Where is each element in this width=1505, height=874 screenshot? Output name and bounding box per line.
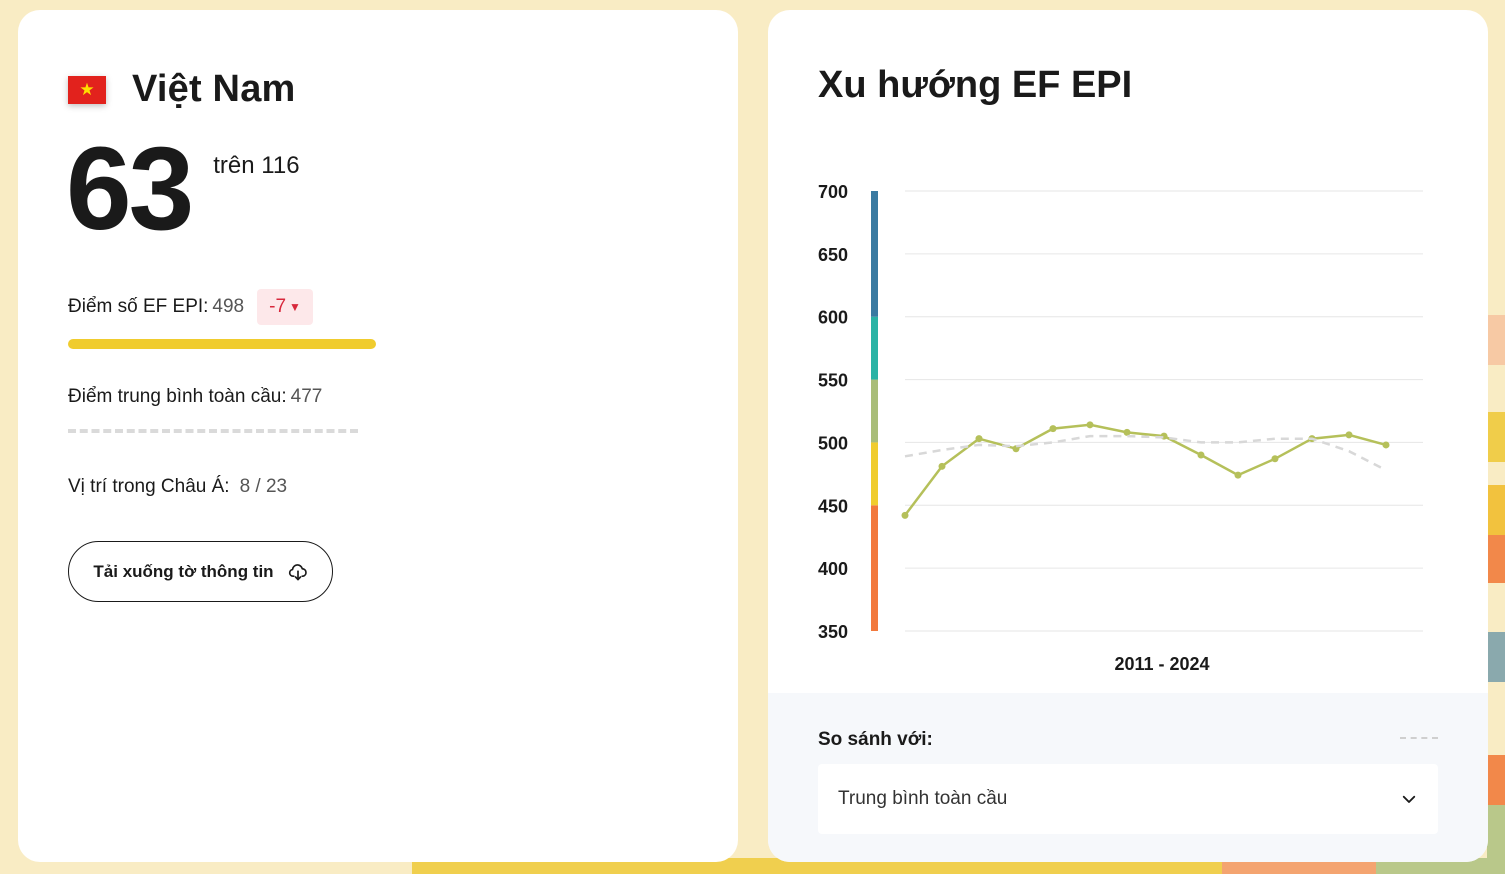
compare-legend-dash [1400,737,1438,739]
trend-title: Xu hướng EF EPI [818,64,1133,106]
region-value: 8 / 23 [239,476,288,497]
global-average-row: Điểm trung bình toàn cầu: 477 [68,384,322,410]
y-tick-label: 650 [818,245,848,265]
proficiency-band [871,505,878,631]
vietnam-flag-icon: ★ [68,75,106,104]
proficiency-band [871,316,878,380]
decorative-stripe [1487,535,1505,583]
data-point [1049,425,1057,433]
compare-dropdown[interactable]: Trung bình toàn cầu [818,764,1438,834]
triangle-down-icon: ▼ [289,300,301,314]
data-point [1086,421,1094,429]
region-label: Vị trí trong Châu Á: [68,476,230,497]
decorative-stripe [1487,632,1505,682]
decorative-stripe [1487,805,1505,858]
region-position-row: Vị trí trong Châu Á: 8 / 23 [68,474,287,500]
global-average-value: 477 [290,386,323,407]
global-average-label: Điểm trung bình toàn cầu: [68,386,287,407]
comparison-series-line [904,434,1387,472]
rank-total: trên 116 [213,152,300,179]
data-point [1234,471,1242,479]
data-point [1345,431,1353,439]
score-label: Điểm số EF EPI: [68,296,209,317]
rank-block: 63 trên 116 [66,130,300,248]
decorative-stripe [412,858,1224,874]
proficiency-band [871,442,878,506]
country-header: ★ Việt Nam [68,68,296,111]
data-point [901,511,909,519]
score-bar [68,339,376,349]
cloud-download-icon [288,563,307,580]
global-average-dashed-line [68,429,358,433]
download-button-label: Tải xuống tờ thông tin [93,561,274,581]
data-point [975,435,983,443]
decorative-stripe [1487,755,1505,805]
score-row: Điểm số EF EPI: 498 -7 ▼ [68,289,313,325]
country-name: Việt Nam [132,68,296,110]
proficiency-band [871,379,878,443]
y-tick-label: 350 [818,622,848,642]
decorative-stripe [1376,858,1505,874]
decorative-stripe [1487,412,1505,462]
star-icon: ★ [79,80,95,99]
trend-card: Xu hướng EF EPI 700 650 600 550 500 450 400 350… [768,10,1488,862]
country-series-line [904,423,1387,517]
score-change-value: -7 [269,296,287,317]
decorative-stripe [1487,485,1505,535]
data-point [1271,455,1279,463]
y-tick-label: 700 [818,182,848,202]
trend-chart: 700 650 600 550 500 450 400 350 2011 - 2024 [818,182,1423,674]
y-tick-label: 400 [818,559,848,579]
y-tick-label: 600 [818,308,848,328]
data-point [1123,428,1131,436]
y-tick-label: 550 [818,371,848,391]
y-tick-label: 450 [818,496,848,516]
score-value: 498 [212,296,245,317]
rank-number: 63 [66,123,194,255]
proficiency-band [871,191,878,317]
data-point [1197,451,1205,459]
country-summary-card: ★ Việt Nam 63 trên 116 Điểm số EF EPI: 4… [18,10,738,862]
compare-dropdown-value: Trung bình toàn cầu [838,788,1008,809]
download-factsheet-button[interactable]: Tải xuống tờ thông tin [68,541,333,602]
decorative-stripe [1487,315,1505,365]
score-change-badge: -7 ▼ [257,289,313,325]
chevron-down-icon [1402,795,1416,803]
compare-label: So sánh với: [818,729,933,750]
y-tick-label: 500 [818,433,848,453]
x-axis-label: 2011 - 2024 [1114,654,1209,674]
decorative-stripe [1222,858,1378,874]
compare-panel: So sánh với: Trung bình toàn cầu [768,693,1488,862]
data-point [938,462,946,470]
data-point [1382,441,1390,449]
